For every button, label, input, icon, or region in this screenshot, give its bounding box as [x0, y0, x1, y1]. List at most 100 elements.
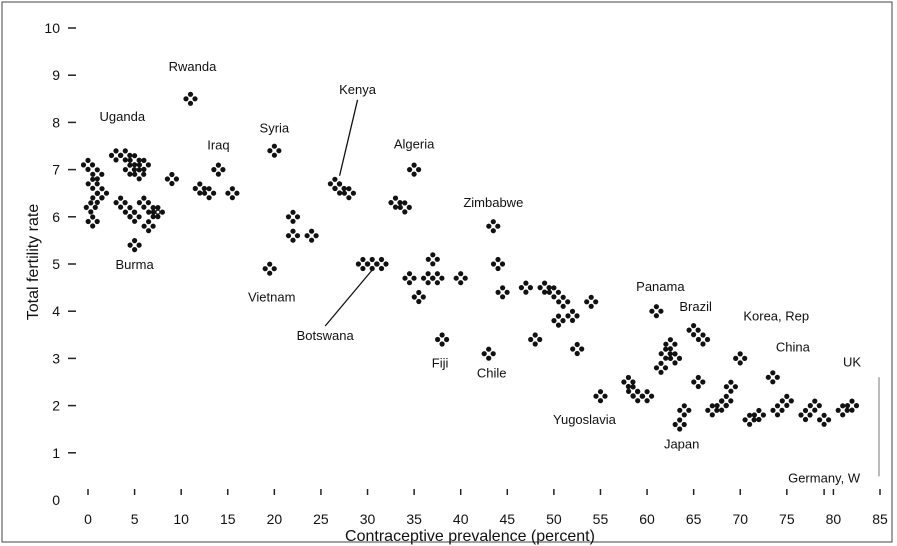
data-point	[374, 256, 389, 272]
data-point	[94, 186, 110, 201]
y-tick-label: 0	[52, 492, 60, 508]
x-tick-label: 65	[686, 511, 702, 527]
data-point	[192, 181, 207, 196]
data-point	[705, 403, 720, 418]
point-label: China	[776, 339, 811, 354]
data-point	[285, 209, 301, 224]
data-point	[653, 360, 669, 375]
x-tick-label: 55	[593, 511, 609, 527]
x-tick-label: 45	[500, 511, 516, 527]
x-tick-label: 35	[406, 511, 422, 527]
data-point	[570, 341, 585, 357]
data-point	[817, 412, 832, 427]
data-point	[122, 162, 137, 177]
data-point	[267, 143, 282, 158]
data-point	[402, 271, 417, 286]
data-point	[658, 346, 673, 361]
y-tick-label: 9	[52, 67, 60, 83]
data-point	[332, 181, 347, 196]
data-point	[551, 313, 566, 328]
data-point	[663, 337, 678, 352]
data-point	[719, 393, 734, 408]
data-point	[132, 167, 147, 182]
x-tick-label: 0	[84, 511, 92, 527]
data-point	[80, 157, 96, 172]
data-point	[341, 186, 356, 201]
y-tick-label: 1	[52, 445, 60, 461]
x-tick-label: 50	[546, 511, 562, 527]
data-point	[751, 407, 766, 423]
point-label: Syria	[260, 121, 290, 136]
point-annotations: Uganda Rwanda Iraq Syria Kenya Algeria Zimbabw…	[100, 59, 862, 485]
data-point	[779, 393, 794, 408]
leader-line	[324, 269, 373, 327]
y-tick-label: 5	[52, 256, 60, 272]
data-point	[723, 379, 738, 394]
data-point	[691, 374, 706, 390]
data-point	[435, 332, 450, 347]
data-point	[672, 417, 687, 432]
data-point	[146, 205, 161, 220]
data-point	[770, 403, 785, 418]
y-tick-label: 3	[52, 350, 60, 366]
x-tick-label: 60	[639, 511, 655, 527]
y-axis-label: Total fertility rate	[25, 204, 42, 321]
data-point	[388, 195, 403, 210]
x-tick-label: 30	[360, 511, 376, 527]
data-point	[546, 285, 561, 300]
point-label: Iraq	[207, 138, 229, 153]
data-point	[844, 398, 860, 413]
data-point	[640, 389, 655, 404]
data-point	[285, 228, 301, 243]
data-point	[262, 261, 277, 276]
point-label: Japan	[664, 436, 699, 451]
data-point	[481, 346, 496, 361]
x-tick-label: 80	[826, 511, 842, 527]
point-label: Chile	[477, 366, 507, 381]
point-label: Korea, Rep	[743, 308, 809, 323]
data-point	[565, 308, 580, 323]
data-point	[136, 195, 151, 210]
point-label: Zimbabwe	[463, 195, 523, 210]
data-point	[83, 200, 98, 215]
x-tick-label: 75	[779, 511, 795, 527]
y-tick-label: 8	[52, 114, 60, 130]
data-point	[407, 162, 422, 177]
point-label: Panama	[636, 279, 685, 294]
point-label: Brazil	[679, 299, 712, 314]
leader-lines	[324, 99, 373, 327]
data-point	[430, 271, 445, 286]
y-tick-label: 7	[52, 162, 60, 178]
data-point	[835, 403, 850, 418]
data-point	[593, 389, 608, 404]
point-label: Yugoslavia	[553, 412, 617, 427]
y-tick-label: 10	[44, 20, 60, 36]
data-point	[85, 214, 100, 229]
data-point	[113, 195, 128, 210]
x-tick-label: 85	[872, 511, 888, 527]
data-point	[127, 238, 142, 253]
data-point	[411, 289, 426, 305]
data-point	[183, 91, 198, 106]
data-point	[807, 398, 822, 413]
data-point	[486, 219, 501, 234]
data-point	[225, 186, 240, 201]
data-point	[584, 294, 599, 309]
data-point	[136, 157, 151, 172]
x-axis-label: Contraceptive prevalence (percent)	[345, 528, 595, 545]
data-point	[211, 162, 226, 177]
data-point	[495, 285, 510, 300]
data-point	[90, 167, 105, 182]
x-tick-label: 15	[220, 511, 236, 527]
data-point	[150, 205, 165, 220]
data-point	[556, 294, 571, 309]
data-point	[733, 351, 748, 366]
x-tick-label: 25	[313, 511, 329, 527]
axes-group: 0 5 10 15 20 25 30 35 40 45 50 55 60 65 70 75 80 85012345…	[44, 20, 888, 527]
data-point	[518, 280, 533, 295]
y-tick-label: 6	[52, 209, 60, 225]
data-point	[453, 271, 468, 286]
